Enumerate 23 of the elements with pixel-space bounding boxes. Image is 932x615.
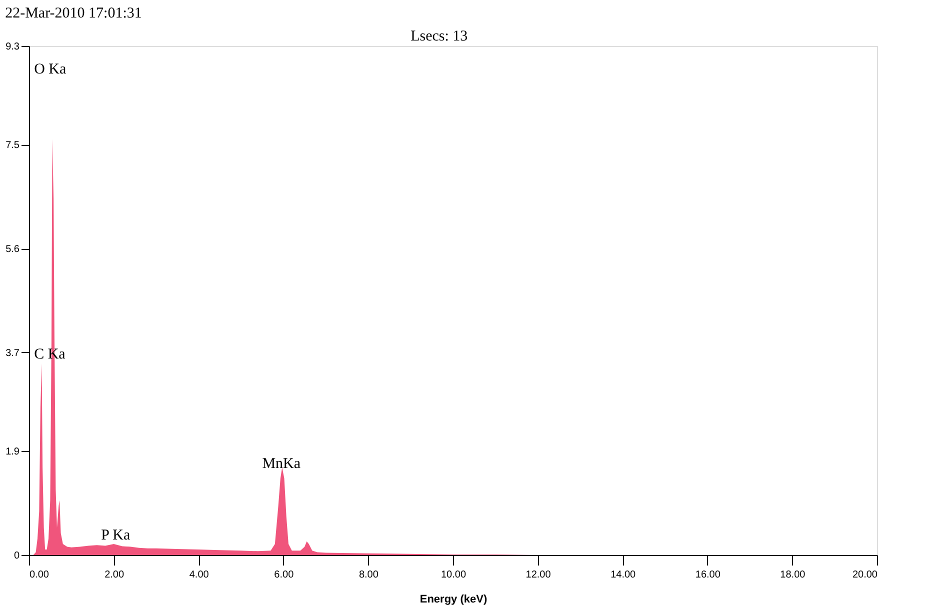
y-tick-label: 1.9 (6, 446, 20, 458)
x-tick-label: 20.00 (852, 570, 878, 580)
x-tick-label: 18.00 (780, 570, 806, 580)
y-tick-label: 7.5 (6, 140, 20, 152)
x-tick-label: 12.00 (526, 570, 552, 580)
annotation: MnKa (262, 456, 301, 472)
y-tick-label: 3.7 (6, 348, 20, 359)
x-tick-label: 6.00 (274, 570, 294, 580)
annotation: O Ka (34, 62, 67, 78)
x-tick-label: 0.00 (30, 570, 50, 580)
x-tick-label: 10.00 (440, 570, 466, 580)
y-tick-label: 9.3 (6, 42, 20, 52)
chart-title: 22-Mar-2010 17:01:31 (5, 5, 142, 22)
text: Lsecs: 13 (410, 28, 468, 44)
y-tick-label: 0 (14, 550, 20, 562)
x-tick-label: 2.00 (104, 570, 124, 580)
x-tick-label: 14.00 (610, 570, 636, 580)
annotation: P Ka (101, 527, 130, 544)
x-tick-label: 4.00 (189, 570, 210, 580)
x-axis-title: Energy (keV) (420, 594, 488, 606)
y-tick-label: 5.6 (6, 244, 20, 256)
x-tick-label: 16.00 (695, 570, 721, 580)
x-tick-label: 8.00 (358, 570, 379, 580)
